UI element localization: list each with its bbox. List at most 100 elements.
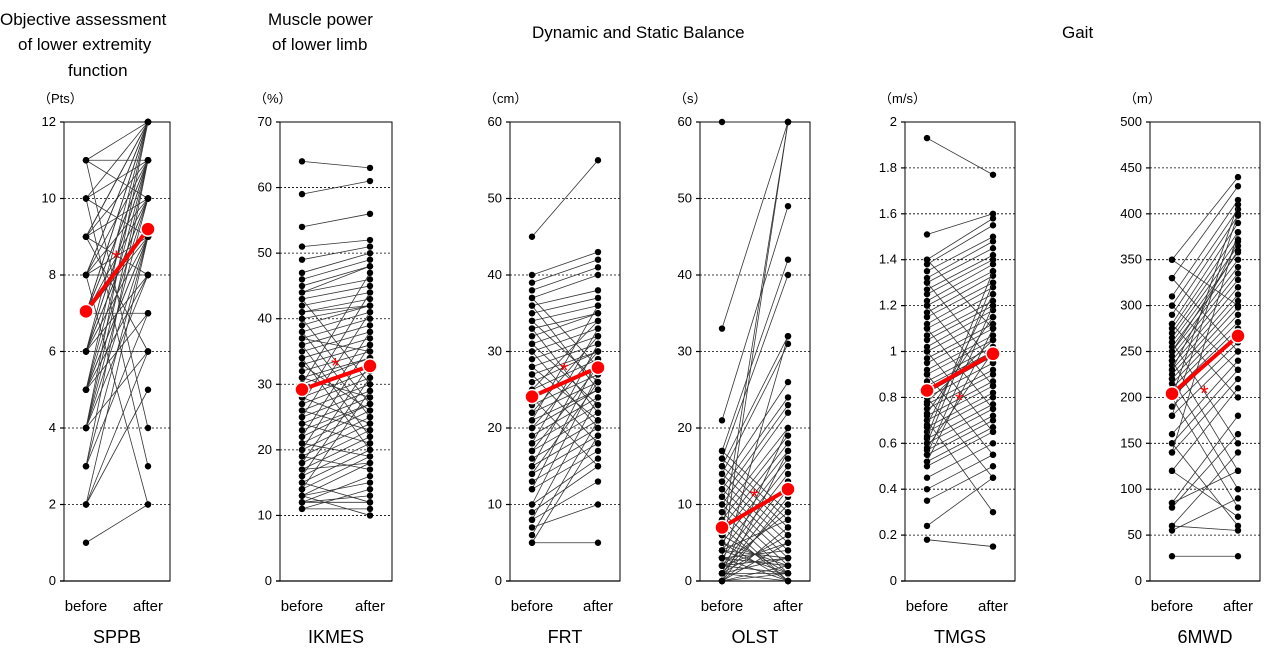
before-point bbox=[528, 287, 536, 294]
after-point bbox=[784, 409, 792, 416]
subject-line bbox=[721, 557, 789, 574]
after-point bbox=[784, 470, 792, 478]
subject-line bbox=[721, 435, 789, 521]
after-point bbox=[366, 282, 374, 290]
mean-after-point bbox=[362, 358, 378, 374]
before-point bbox=[298, 413, 306, 421]
before-point bbox=[298, 354, 306, 362]
y-tick-label: 30 bbox=[678, 344, 692, 359]
before-point bbox=[528, 271, 536, 279]
subject-line bbox=[926, 236, 994, 272]
subject-line bbox=[301, 390, 371, 490]
after-point bbox=[366, 263, 374, 270]
subject-line bbox=[721, 443, 789, 528]
before-point bbox=[1168, 430, 1176, 438]
after-point bbox=[366, 243, 374, 250]
subject-line bbox=[1171, 186, 1239, 279]
after-point bbox=[989, 332, 997, 339]
after-point bbox=[1234, 284, 1242, 291]
before-point bbox=[718, 547, 726, 554]
before-point bbox=[298, 308, 306, 316]
subject-line bbox=[531, 305, 599, 421]
before-point bbox=[528, 501, 536, 508]
y-tick-label: 50 bbox=[1128, 527, 1142, 542]
subject-line bbox=[1171, 369, 1239, 444]
after-point bbox=[989, 543, 997, 550]
subject-line bbox=[926, 346, 994, 382]
after-point bbox=[1234, 522, 1242, 530]
x-label-after: after bbox=[1223, 598, 1253, 615]
before-point bbox=[718, 455, 726, 462]
after-point bbox=[784, 547, 792, 554]
subject-line bbox=[1171, 266, 1239, 352]
after-point bbox=[1234, 263, 1242, 271]
after-point bbox=[989, 215, 997, 222]
mean-after-point bbox=[590, 359, 606, 376]
subject-line bbox=[301, 357, 371, 379]
header-ikmes-line-2: of lower limb bbox=[272, 35, 367, 54]
subject-line bbox=[531, 320, 599, 391]
subject-line bbox=[85, 121, 149, 276]
x-label-after: after bbox=[978, 598, 1008, 615]
mean-line bbox=[926, 352, 994, 393]
subject-line bbox=[301, 285, 371, 300]
after-point bbox=[1234, 183, 1242, 190]
subject-line bbox=[531, 442, 599, 482]
before-point bbox=[923, 302, 931, 309]
before-point bbox=[528, 233, 536, 240]
before-point bbox=[82, 386, 90, 393]
subject-line bbox=[85, 160, 149, 352]
subject-line bbox=[1171, 470, 1239, 518]
after-point bbox=[1234, 348, 1242, 355]
y-tick-label: 20 bbox=[258, 442, 272, 457]
after-point bbox=[784, 432, 792, 439]
subject-line bbox=[531, 435, 599, 475]
significance-star: * bbox=[331, 354, 340, 379]
y-tick-label: 0 bbox=[49, 573, 56, 588]
before-point bbox=[718, 570, 726, 577]
y-tick-label: 30 bbox=[488, 344, 502, 359]
before-point bbox=[1168, 348, 1176, 355]
after-point bbox=[1234, 440, 1242, 447]
subject-line bbox=[531, 328, 599, 413]
subject-line bbox=[85, 389, 149, 505]
subject-line bbox=[1171, 259, 1239, 348]
subject-line bbox=[301, 252, 371, 274]
subject-line bbox=[301, 456, 371, 490]
before-point bbox=[718, 470, 726, 478]
mean-before-point bbox=[524, 388, 540, 405]
subject-line bbox=[1171, 241, 1239, 371]
before-point bbox=[718, 417, 726, 424]
subject-line bbox=[1171, 342, 1239, 407]
subject-line bbox=[1171, 415, 1239, 504]
y-tick-label: 2 bbox=[890, 114, 897, 129]
before-point bbox=[923, 309, 931, 316]
before-point bbox=[1168, 499, 1176, 507]
before-point bbox=[528, 524, 536, 531]
before-point bbox=[923, 536, 931, 543]
subject-line bbox=[926, 339, 994, 375]
subject-line bbox=[926, 408, 994, 444]
subject-line bbox=[926, 328, 994, 410]
subject-line bbox=[926, 282, 994, 364]
before-point bbox=[923, 463, 931, 470]
subject-line bbox=[531, 366, 599, 452]
subject-line bbox=[531, 312, 599, 329]
subject-line bbox=[926, 454, 994, 490]
x-label-before: before bbox=[701, 598, 744, 615]
before-point bbox=[923, 320, 931, 328]
after-point bbox=[366, 341, 374, 349]
mean-before-point bbox=[1164, 385, 1180, 402]
after-point bbox=[144, 463, 152, 470]
before-point bbox=[1168, 553, 1176, 560]
subject-line bbox=[301, 318, 371, 405]
after-point bbox=[784, 424, 792, 432]
y-unit-label: （Pts） bbox=[38, 91, 83, 106]
subject-line bbox=[301, 429, 371, 464]
after-point bbox=[989, 412, 997, 419]
subject-line bbox=[926, 282, 994, 444]
after-point bbox=[594, 463, 602, 470]
y-tick-label: 4 bbox=[49, 420, 56, 435]
subject-line bbox=[531, 328, 599, 444]
